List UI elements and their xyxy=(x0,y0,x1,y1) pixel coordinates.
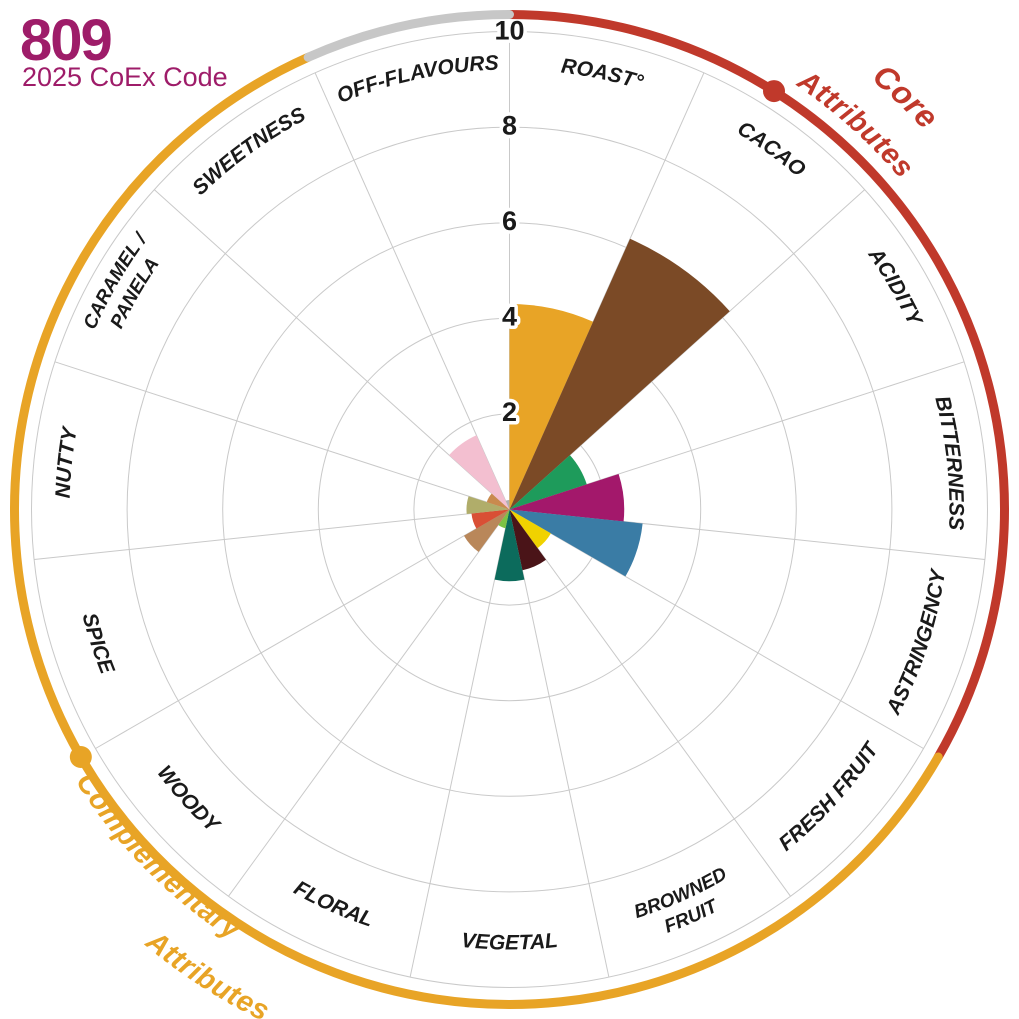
svg-text:BITTERNESS: BITTERNESS xyxy=(930,394,967,531)
svg-text:VEGETAL: VEGETAL xyxy=(460,929,558,955)
svg-text:2: 2 xyxy=(502,397,517,427)
svg-text:ROAST°: ROAST° xyxy=(560,55,646,95)
svg-text:FLORAL: FLORAL xyxy=(290,877,376,932)
svg-text:Complementary: Complementary xyxy=(69,767,247,947)
svg-text:OFF-FLAVOURS: OFF-FLAVOURS xyxy=(334,52,499,108)
svg-text:CACAO: CACAO xyxy=(733,117,809,181)
svg-text:FRESH FRUIT: FRESH FRUIT xyxy=(775,737,885,856)
svg-text:ACIDITY: ACIDITY xyxy=(863,243,927,331)
svg-text:10: 10 xyxy=(494,15,524,45)
svg-text:2025 CoEx Code: 2025 CoEx Code xyxy=(22,62,228,92)
svg-text:8: 8 xyxy=(502,111,517,141)
svg-text:4: 4 xyxy=(502,302,517,332)
svg-text:SPICE: SPICE xyxy=(77,611,118,678)
svg-text:ASTRINGENCY: ASTRINGENCY xyxy=(882,566,951,719)
svg-text:WOODY: WOODY xyxy=(153,761,225,838)
svg-text:6: 6 xyxy=(502,206,517,236)
svg-text:NUTTY: NUTTY xyxy=(52,424,83,499)
